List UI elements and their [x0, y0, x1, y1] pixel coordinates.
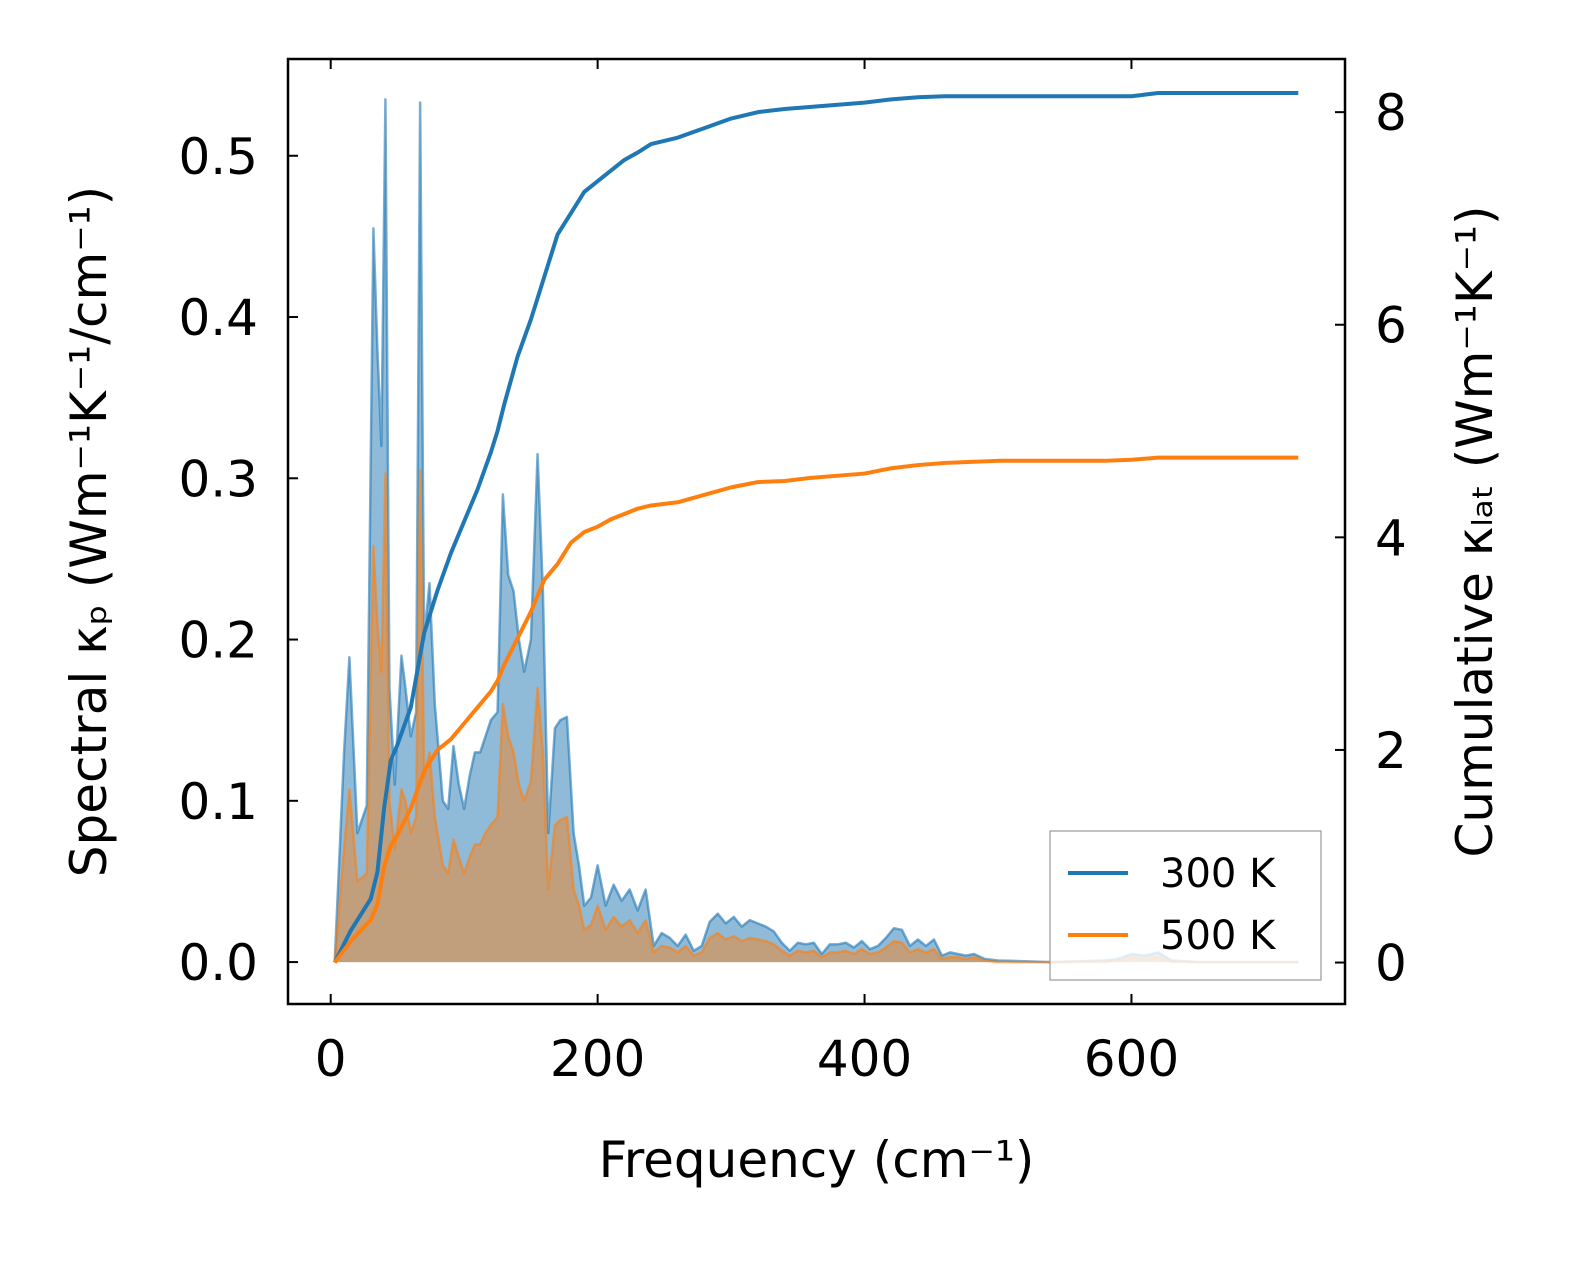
x-axis: 0 200 400 600	[315, 59, 1179, 1088]
spectral-line-300k	[333, 98, 1299, 964]
cumulative-line-300k	[332, 91, 1299, 964]
y-left-tick-label: 0.1	[178, 773, 258, 831]
y-right-tick-label: 2	[1375, 722, 1407, 780]
y-left-tick-label: 0.2	[178, 612, 258, 670]
spectral-area-500k	[334, 470, 1299, 963]
y-axis-left-title: Spectral κₚ (Wm⁻¹K⁻¹/cm⁻¹)	[60, 186, 118, 877]
cumulative-lines	[332, 91, 1299, 964]
x-axis-title: Frequency (cm⁻¹)	[599, 1131, 1035, 1189]
spectral-lines	[333, 98, 1299, 964]
x-tick-label: 200	[550, 1030, 645, 1088]
y-axis-left: 0.0 0.1 0.2 0.3 0.4 0.5	[178, 128, 298, 992]
plot-frame	[286, 57, 1347, 1006]
y-right-tick-label: 8	[1375, 84, 1407, 142]
y-right-tick-label: 4	[1375, 509, 1407, 567]
legend: 300 K 500 K	[1049, 830, 1322, 981]
y-axis-right: 0 2 4 6 8	[1335, 84, 1407, 993]
y-left-tick-label: 0.0	[178, 934, 258, 992]
spectral-fills	[334, 99, 1299, 963]
x-tick-label: 400	[817, 1030, 912, 1088]
x-tick-label: 0	[315, 1030, 347, 1088]
y-left-tick-label: 0.3	[178, 450, 258, 508]
y-left-tick-label: 0.5	[178, 128, 258, 186]
spectral-area-300k	[334, 99, 1299, 963]
y-left-tick-label: 0.4	[178, 289, 258, 347]
spectral-line-500k	[333, 468, 1299, 964]
legend-label-500k: 500 K	[1160, 913, 1277, 959]
legend-label-300k: 300 K	[1160, 851, 1277, 897]
legend-box	[1049, 830, 1322, 981]
y-axis-right-title: Cumulative κₗₐₜ (Wm⁻¹K⁻¹)	[1446, 205, 1504, 857]
x-tick-label: 600	[1084, 1030, 1179, 1088]
y-right-tick-label: 6	[1375, 297, 1407, 355]
y-right-tick-label: 0	[1375, 935, 1407, 993]
cumulative-line-500k	[333, 455, 1299, 964]
